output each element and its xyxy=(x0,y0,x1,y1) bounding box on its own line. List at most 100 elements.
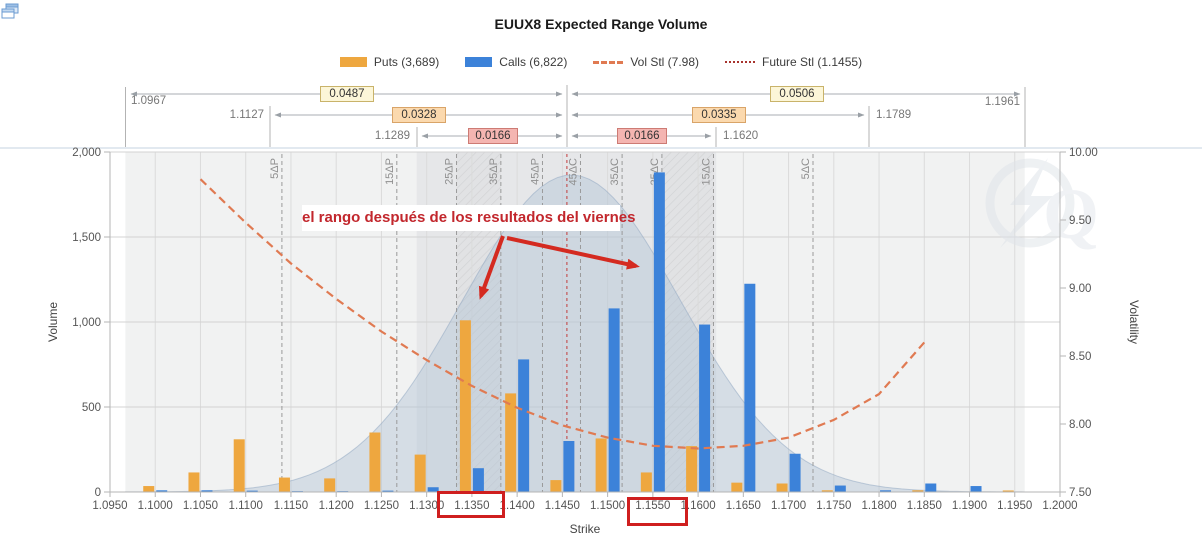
x-axis-tick-label: 1.1750 xyxy=(816,500,851,512)
call-volume-bar[interactable] xyxy=(925,483,937,493)
chart-title: EUUX8 Expected Range Volume xyxy=(494,16,708,32)
dotted-line-icon xyxy=(725,61,756,63)
put-volume-bar[interactable] xyxy=(686,446,698,492)
legend-label: Future Stl (1.1455) xyxy=(762,55,863,69)
legend-item-puts[interactable]: Puts (3,689) xyxy=(339,55,440,69)
left-axis-tick-label: 1,500 xyxy=(72,232,101,244)
right-axis-tick-label: 10.00 xyxy=(1069,147,1098,159)
range-boundary-lines xyxy=(125,85,1026,147)
range-strike-label: 1.1620 xyxy=(723,130,759,142)
call-volume-bar[interactable] xyxy=(246,490,258,492)
call-volume-bar[interactable] xyxy=(789,453,801,492)
cascade-windows-icon[interactable] xyxy=(0,2,20,24)
watermark-logo-icon: Q xyxy=(985,158,1099,254)
x-axis-tick-label: 1.1150 xyxy=(274,500,308,512)
put-volume-bar[interactable] xyxy=(912,490,924,492)
y-axis-title-volume: Volume xyxy=(46,302,60,342)
put-volume-bar[interactable] xyxy=(1002,490,1014,492)
legend-item-future-stl[interactable]: Future Stl (1.1455) xyxy=(725,55,862,69)
delta-line-label: 35ΔP xyxy=(488,158,500,185)
x-axis-tick-label: 1.1800 xyxy=(861,500,896,512)
x-axis-tick-label: 1.1950 xyxy=(997,500,1032,512)
right-axis-tick-label: 9.50 xyxy=(1069,215,1091,227)
call-volume-bar[interactable] xyxy=(382,490,394,492)
range-value-badge: 0.0487 xyxy=(320,86,374,102)
x-axis-tick-label: 1.1450 xyxy=(545,500,580,512)
range-value-badge: 0.0166 xyxy=(468,128,518,144)
delta-line-label: 45ΔC xyxy=(567,158,579,186)
x-axis-tick-label: 1.1600 xyxy=(681,500,716,512)
range-value-badge: 0.0335 xyxy=(692,107,746,123)
put-volume-bar[interactable] xyxy=(278,477,290,492)
put-volume-bar[interactable] xyxy=(188,472,200,492)
range-value-badge: 0.0166 xyxy=(617,128,667,144)
put-volume-bar[interactable] xyxy=(324,478,336,492)
put-volume-bar[interactable] xyxy=(595,438,607,492)
put-volume-bar[interactable] xyxy=(233,439,245,492)
legend-item-calls[interactable]: Calls (6,822) xyxy=(465,55,567,69)
legend-label: Puts (3,689) xyxy=(373,55,440,69)
left-axis-tick-label: 0 xyxy=(95,487,101,499)
call-volume-bar[interactable] xyxy=(427,487,439,492)
x-axis-tick-label: 1.1200 xyxy=(319,500,354,512)
put-volume-bar[interactable] xyxy=(414,454,426,492)
left-axis-tick-label: 1,000 xyxy=(72,317,101,329)
put-volume-bar[interactable] xyxy=(369,432,381,493)
vol-smile-curve xyxy=(199,178,926,450)
legend-item-vol-stl[interactable]: Vol Stl (7.98) xyxy=(593,55,699,69)
range-strike-label: 1.1127 xyxy=(229,109,264,121)
legend-label: Calls (6,822) xyxy=(499,55,568,69)
delta-line-label: 5ΔC xyxy=(800,158,812,179)
range-strike-label: 1.1789 xyxy=(876,109,912,121)
x-axis-tick-label: 1.1550 xyxy=(635,500,670,512)
range-strike-label: 1.1961 xyxy=(984,96,1020,108)
call-volume-bar[interactable] xyxy=(744,283,756,492)
y-axis-title-volatility: Volatility xyxy=(1127,300,1141,344)
put-volume-bar[interactable] xyxy=(459,320,471,492)
delta-line-label: 35ΔC xyxy=(609,158,621,186)
highlight-box-strike-1.1550 xyxy=(627,497,688,526)
x-axis-tick-label: 1.1350 xyxy=(454,500,489,512)
range-value-badge: 0.0328 xyxy=(392,107,446,123)
put-volume-bar[interactable] xyxy=(776,483,788,493)
range-value-badge: 0.0506 xyxy=(770,86,824,102)
put-volume-bar[interactable] xyxy=(550,480,562,492)
annotation-arrow-left xyxy=(478,235,505,300)
call-volume-bar[interactable] xyxy=(880,490,892,492)
call-volume-bar[interactable] xyxy=(834,485,846,492)
call-volume-bar[interactable] xyxy=(156,490,168,492)
x-axis-tick-label: 1.1400 xyxy=(500,500,535,512)
call-volume-bar[interactable] xyxy=(970,486,982,492)
delta-line-label: 5ΔP xyxy=(269,158,281,179)
puts-swatch-icon xyxy=(339,57,367,67)
dashed-line-icon xyxy=(593,60,624,64)
expected-range-bell xyxy=(124,174,1025,493)
call-volume-bar[interactable] xyxy=(472,468,484,492)
call-volume-bar[interactable] xyxy=(518,359,530,492)
delta-line-label: 25ΔP xyxy=(444,158,456,185)
delta-line-label: 15ΔP xyxy=(384,158,396,185)
x-axis-tick-label: 1.1050 xyxy=(183,500,218,512)
call-volume-bar[interactable] xyxy=(563,441,575,492)
x-axis-tick-label: 1.1900 xyxy=(952,500,987,512)
put-volume-bar[interactable] xyxy=(640,472,652,492)
put-volume-bar[interactable] xyxy=(143,486,155,492)
call-volume-bar[interactable] xyxy=(653,172,665,492)
put-volume-bar[interactable] xyxy=(821,490,833,492)
call-volume-bar[interactable] xyxy=(201,490,213,492)
delta-line-label: 15ΔC xyxy=(700,158,712,186)
legend-label: Vol Stl (7.98) xyxy=(630,55,700,69)
right-axis-tick-label: 8.50 xyxy=(1069,351,1091,363)
call-volume-bar[interactable] xyxy=(699,324,711,492)
x-axis-tick-label: 1.1850 xyxy=(907,500,942,512)
x-axis-tick-label: 1.1650 xyxy=(726,500,761,512)
put-volume-bar[interactable] xyxy=(731,482,743,492)
range-strike-label: 1.1289 xyxy=(374,130,410,142)
x-axis-title-strike: Strike xyxy=(570,522,601,536)
x-axis-tick-label: 1.1000 xyxy=(138,500,173,512)
put-volume-bar[interactable] xyxy=(505,393,517,492)
call-volume-bar[interactable] xyxy=(608,308,620,492)
right-axis-tick-label: 7.50 xyxy=(1069,487,1091,499)
